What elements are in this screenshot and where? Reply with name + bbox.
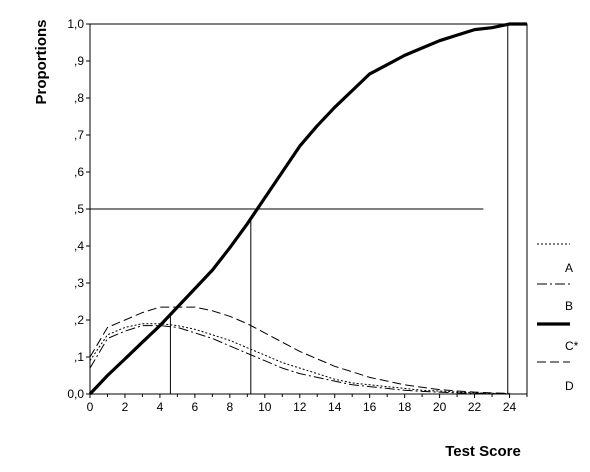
series-lines	[88, 22, 527, 396]
y-axis-title: Proportions	[33, 20, 50, 105]
y-tick-label: ,1	[74, 350, 84, 364]
x-tick-label: 14	[328, 400, 342, 414]
x-tick-label: 10	[258, 400, 272, 414]
x-axis-title: Test Score	[445, 443, 521, 460]
y-tick-label: ,3	[74, 276, 84, 290]
y-tick-label: 0,0	[67, 387, 84, 401]
series-line-d	[89, 306, 510, 394]
x-tick-label: 0	[87, 400, 94, 414]
reference-lines	[90, 24, 509, 394]
y-tick-label: ,7	[74, 128, 84, 142]
x-tick-label: 12	[293, 400, 307, 414]
x-tick-label: 2	[122, 400, 129, 414]
x-tick-label: 6	[192, 400, 199, 414]
x-axis-ticks: 0 2 4 6 8 10 12 14 16 18 20 22 24	[87, 394, 528, 414]
y-tick-label: ,9	[74, 54, 84, 68]
y-tick-label: 1,0	[67, 17, 84, 31]
y-tick-label: ,2	[74, 313, 84, 327]
legend-label: A	[565, 261, 573, 275]
y-tick-label: ,4	[74, 239, 84, 253]
legend: A B C* D	[537, 243, 579, 393]
legend-label: C*	[565, 339, 579, 353]
y-tick-label: ,6	[74, 165, 84, 179]
series-line-c	[88, 22, 527, 396]
x-tick-label: 18	[398, 400, 412, 414]
x-tick-label: 4	[157, 400, 164, 414]
legend-label: D	[565, 379, 574, 393]
x-tick-label: 20	[433, 400, 447, 414]
y-tick-label: ,5	[74, 202, 84, 216]
legend-label: B	[565, 299, 573, 313]
y-tick-label: ,8	[74, 91, 84, 105]
series-line-b	[89, 325, 510, 395]
x-tick-label: 22	[468, 400, 482, 414]
x-tick-label: 8	[226, 400, 233, 414]
x-tick-label: 16	[363, 400, 377, 414]
y-axis-ticks: 0,0 ,1 ,2 ,3 ,4 ,5 ,6 ,7 ,8 ,9 1,0	[67, 17, 90, 401]
x-tick-label: 24	[503, 400, 517, 414]
